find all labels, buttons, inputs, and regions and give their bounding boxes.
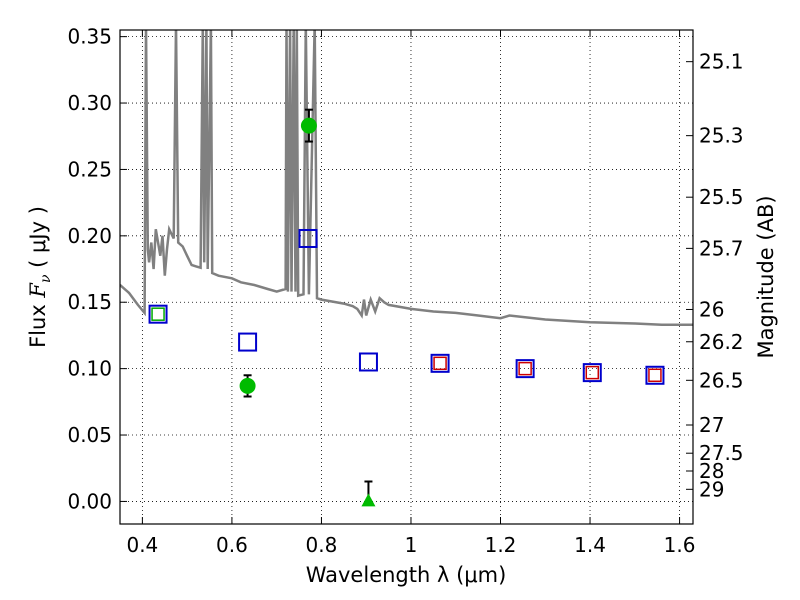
magnitude-tick-label: 27.5 [699, 441, 744, 465]
model-photometry-square [430, 353, 450, 373]
observed-square-red [518, 361, 532, 376]
magnitude-tick-label: 25.5 [699, 185, 744, 209]
magnitude-tick-label: 29 [699, 477, 724, 501]
detection-point [300, 117, 317, 134]
y-tick-label: 0.10 [67, 357, 112, 381]
detection-point [239, 377, 256, 394]
x-tick-label: 1.2 [485, 533, 517, 557]
y-tick-label: 0.25 [67, 157, 112, 181]
model-photometry-square [148, 304, 168, 324]
magnitude-tick-label: 26 [699, 297, 724, 321]
y-tick-label: 0.00 [67, 489, 112, 513]
magnitude-tick-label: 25.7 [699, 236, 744, 260]
observed-square-red [585, 365, 600, 380]
model-photometry-square [358, 352, 378, 372]
x-tick-label: 1.4 [574, 533, 606, 557]
plot-frame [119, 29, 694, 525]
x-tick-label: 1 [405, 533, 418, 557]
magnitude-axis-label: Magnitude (AB) [754, 195, 778, 358]
model-photometry-square [582, 363, 602, 383]
x-tick-label: 1.6 [664, 533, 696, 557]
y-tick-label: 0.15 [67, 290, 112, 314]
model-spectrum-line [120, 30, 693, 327]
upper-limit-triangle [361, 493, 376, 507]
magnitude-tick-label: 25.3 [699, 124, 744, 148]
y-axis-label: Flux Fν ( μJy ) [26, 206, 54, 348]
y-tick-label: 0.05 [67, 423, 112, 447]
y-tick-label: 0.20 [67, 224, 112, 248]
data-marks [148, 108, 665, 507]
model-photometry-square [645, 365, 665, 385]
observed-square-red [648, 368, 662, 383]
x-tick-label: 0.4 [126, 533, 158, 557]
y-tick-label: 0.30 [67, 91, 112, 115]
y-axis: 0.00 0.05 0.10 0.15 0.20 0.25 0.30 0.35 [67, 25, 127, 513]
y-tick-label: 0.35 [67, 25, 112, 49]
x-axis: 0.4 0.6 0.8 1 1.2 1.4 1.6 [126, 30, 695, 557]
model-photometry-square [298, 228, 318, 248]
x-tick-label: 0.6 [216, 533, 248, 557]
magnitude-tick-label: 28 [699, 459, 724, 483]
observed-square-green [151, 307, 165, 321]
magnitude-tick-label: 26.2 [699, 330, 744, 354]
x-axis-label: Wavelength λ (μm) [306, 563, 507, 587]
model-photometry-square [515, 359, 535, 379]
magnitude-tick-label: 26.5 [699, 368, 744, 392]
x-tick-label: 0.8 [306, 533, 338, 557]
magnitude-tick-label: 25.1 [699, 50, 744, 74]
observed-square-red [433, 356, 447, 371]
model-photometry-square [238, 332, 258, 352]
magnitude-tick-label: 27 [699, 413, 724, 437]
